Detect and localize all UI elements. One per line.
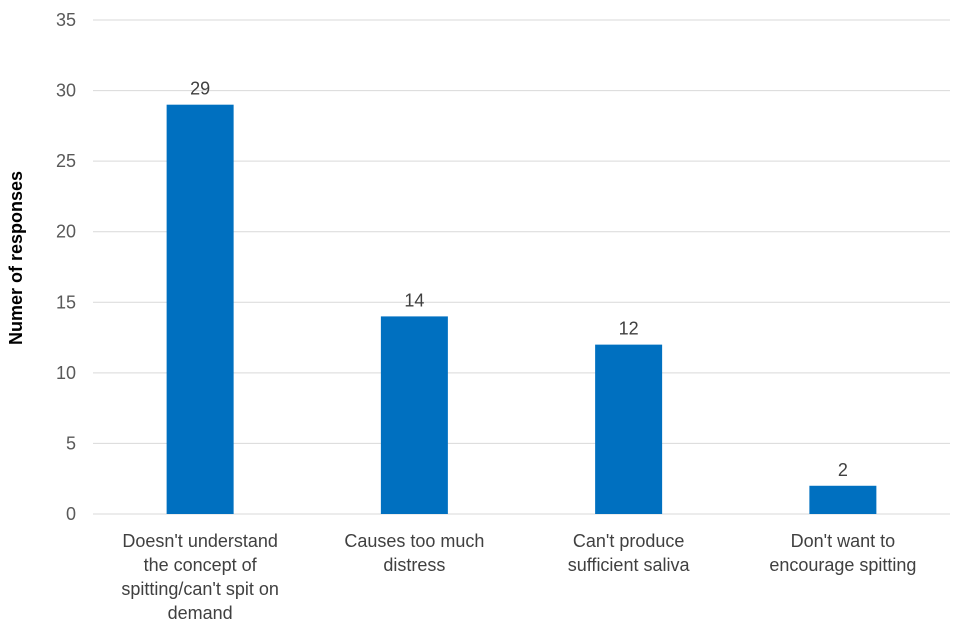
y-tick-label: 10 (56, 363, 76, 383)
data-label: 29 (190, 79, 210, 99)
y-tick-label: 5 (66, 433, 76, 453)
x-axis-categories: Doesn't understand the concept of spitting… (121, 531, 916, 623)
x-category-label: Can't produce sufficient saliva (568, 531, 691, 575)
y-tick-label: 30 (56, 81, 76, 101)
bar (595, 344, 663, 514)
data-label: 12 (619, 319, 639, 339)
x-category-label: Causes too much distress (344, 531, 484, 575)
y-tick-label: 0 (66, 504, 76, 524)
data-labels: 29 14 12 2 (190, 79, 848, 480)
y-tick-label: 25 (56, 151, 76, 171)
x-category-label: Doesn't understand the concept of spitting… (121, 531, 279, 623)
gridlines (93, 19, 950, 515)
y-tick-label: 35 (56, 10, 76, 30)
x-category-label: Don't want to encourage spitting (769, 531, 916, 575)
data-label: 14 (404, 290, 424, 310)
y-tick-label: 20 (56, 222, 76, 242)
y-axis-ticks: 0 5 10 15 20 25 30 35 (56, 10, 76, 524)
bar (166, 104, 234, 514)
bar (809, 485, 877, 514)
y-tick-label: 15 (56, 292, 76, 312)
y-axis-label: Numer of responses (6, 171, 26, 345)
bar (380, 316, 448, 514)
data-label: 2 (838, 460, 848, 480)
bars (166, 104, 877, 514)
